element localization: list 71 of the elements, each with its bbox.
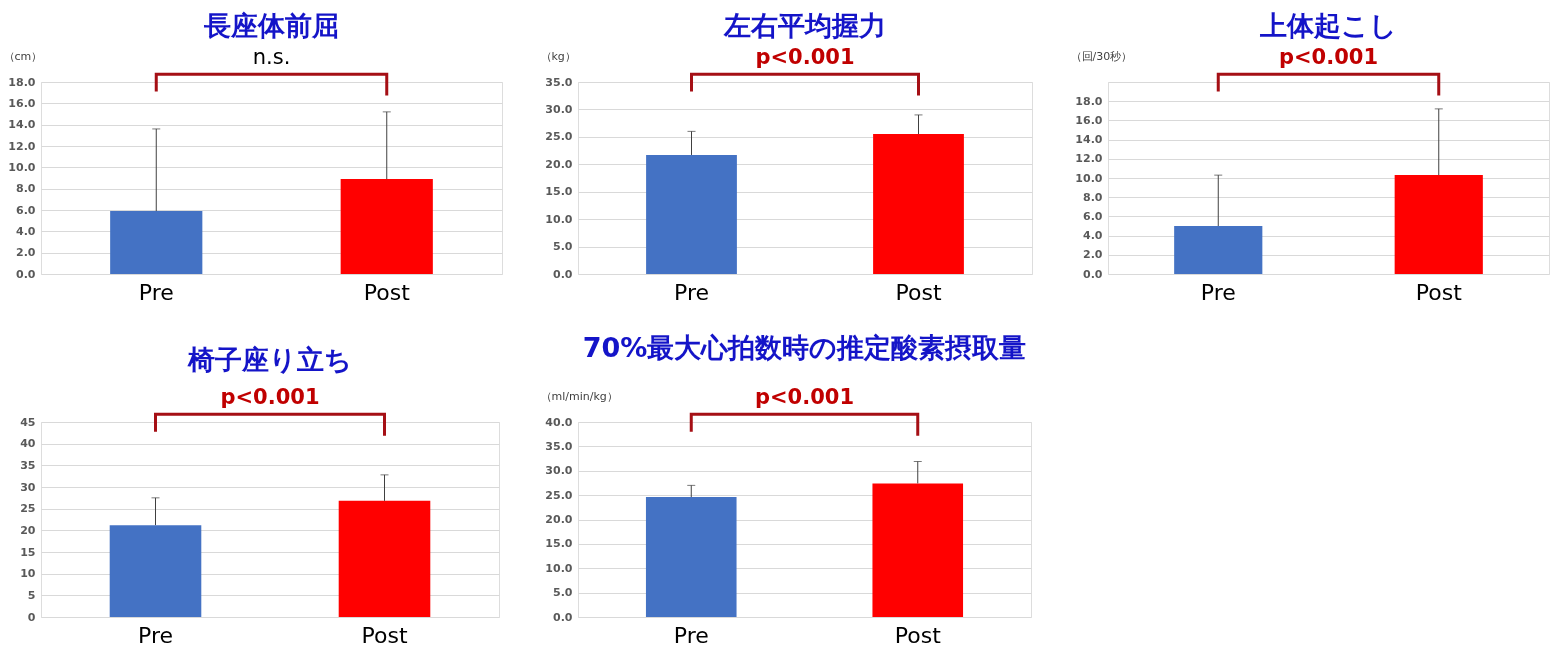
y-tick-label: 0.0 xyxy=(553,267,573,281)
y-tick-label: 8.0 xyxy=(16,182,36,196)
y-tick-label: 4.0 xyxy=(1083,229,1103,243)
x-tick-label: Post xyxy=(894,622,942,648)
text: n.s. xyxy=(252,45,291,69)
y-axis-title: （回/30秒） xyxy=(1070,49,1133,63)
y-tick-label: 12.0 xyxy=(1075,152,1103,166)
y-tick-label: 40 xyxy=(20,437,36,451)
y-tick-label: 25 xyxy=(20,502,36,516)
y-tick-label: 0 xyxy=(27,610,36,624)
y-tick-label: 18.0 xyxy=(1075,94,1103,108)
y-tick-label: 5 xyxy=(27,588,36,602)
y-tick-label: 25.0 xyxy=(545,130,573,144)
x-tick-label: Pre xyxy=(138,279,174,305)
y-tick-label: 20.0 xyxy=(545,157,573,171)
y-tick-label: 35 xyxy=(20,458,36,472)
y-tick-label: 5.0 xyxy=(553,586,573,600)
chart-title: 長座体前屈 xyxy=(203,10,339,41)
y-axis-title: （ml/min/kg） xyxy=(540,389,618,403)
y-tick-label: 10.0 xyxy=(8,160,36,174)
y-tick-label: 8.0 xyxy=(1083,190,1103,204)
x-tick-label: Pre xyxy=(673,622,709,648)
x-tick-label: Post xyxy=(895,279,942,305)
y-tick-label: 18.0 xyxy=(8,75,36,89)
y-tick-label: 2.0 xyxy=(1083,248,1103,262)
y-tick-label: 5.0 xyxy=(553,240,573,254)
y-tick-label: 16.0 xyxy=(8,96,36,110)
x-tick-label: Post xyxy=(361,622,408,648)
y-tick-label: 15.0 xyxy=(545,185,573,199)
y-tick-label: 20 xyxy=(20,523,36,537)
y-tick-label: 30.0 xyxy=(545,102,573,116)
y-axis-title: （cm） xyxy=(3,49,43,63)
y-tick-label: 35.0 xyxy=(545,75,573,89)
y-tick-label: 40.0 xyxy=(545,415,573,429)
y-tick-label: 16.0 xyxy=(1075,113,1103,127)
chart-title: 左右平均握力 xyxy=(723,10,886,41)
x-tick-label: Pre xyxy=(674,279,709,305)
y-tick-label: 6.0 xyxy=(16,203,36,217)
y-tick-label: 12.0 xyxy=(8,139,36,153)
y-tick-label: 35.0 xyxy=(545,439,573,453)
x-tick-label: Pre xyxy=(1200,279,1236,305)
y-tick-label: 20.0 xyxy=(545,513,573,526)
y-tick-label: 15 xyxy=(20,545,36,559)
y-tick-label: 10.0 xyxy=(545,561,573,575)
chart-title: 70%最大心拍数時の推定酸素摂取量 xyxy=(582,332,1027,363)
y-tick-label: 10.0 xyxy=(545,212,573,226)
y-tick-label: 30.0 xyxy=(545,464,573,478)
text: p<0.001 xyxy=(754,385,855,409)
y-tick-label: 14.0 xyxy=(8,118,36,132)
x-tick-label: Post xyxy=(363,279,411,305)
y-tick-label: 10.0 xyxy=(1075,171,1103,185)
y-tick-label: 10 xyxy=(20,567,36,581)
text: p<0.001 xyxy=(1278,45,1379,69)
text: p<0.001 xyxy=(220,385,320,409)
y-tick-label: 0.0 xyxy=(1083,267,1103,281)
y-tick-label: 0.0 xyxy=(16,267,36,281)
chart-title: 椅子座り立ち xyxy=(187,344,352,375)
y-tick-label: 15.0 xyxy=(545,537,573,551)
y-tick-label: 25.0 xyxy=(545,488,573,502)
chart-title: 上体起こし xyxy=(1259,10,1397,41)
y-tick-label: 0.0 xyxy=(553,610,573,624)
y-tick-label: 30 xyxy=(20,480,36,494)
y-tick-label: 6.0 xyxy=(1083,209,1103,223)
x-tick-label: Pre xyxy=(138,622,173,648)
y-tick-label: 45 xyxy=(20,415,36,429)
text: p<0.001 xyxy=(755,45,855,69)
x-tick-label: Post xyxy=(1415,279,1463,305)
y-tick-label: 14.0 xyxy=(1075,133,1103,147)
y-tick-label: 4.0 xyxy=(16,224,36,238)
y-axis-title: （kg） xyxy=(540,49,576,63)
y-tick-label: 2.0 xyxy=(16,246,36,260)
